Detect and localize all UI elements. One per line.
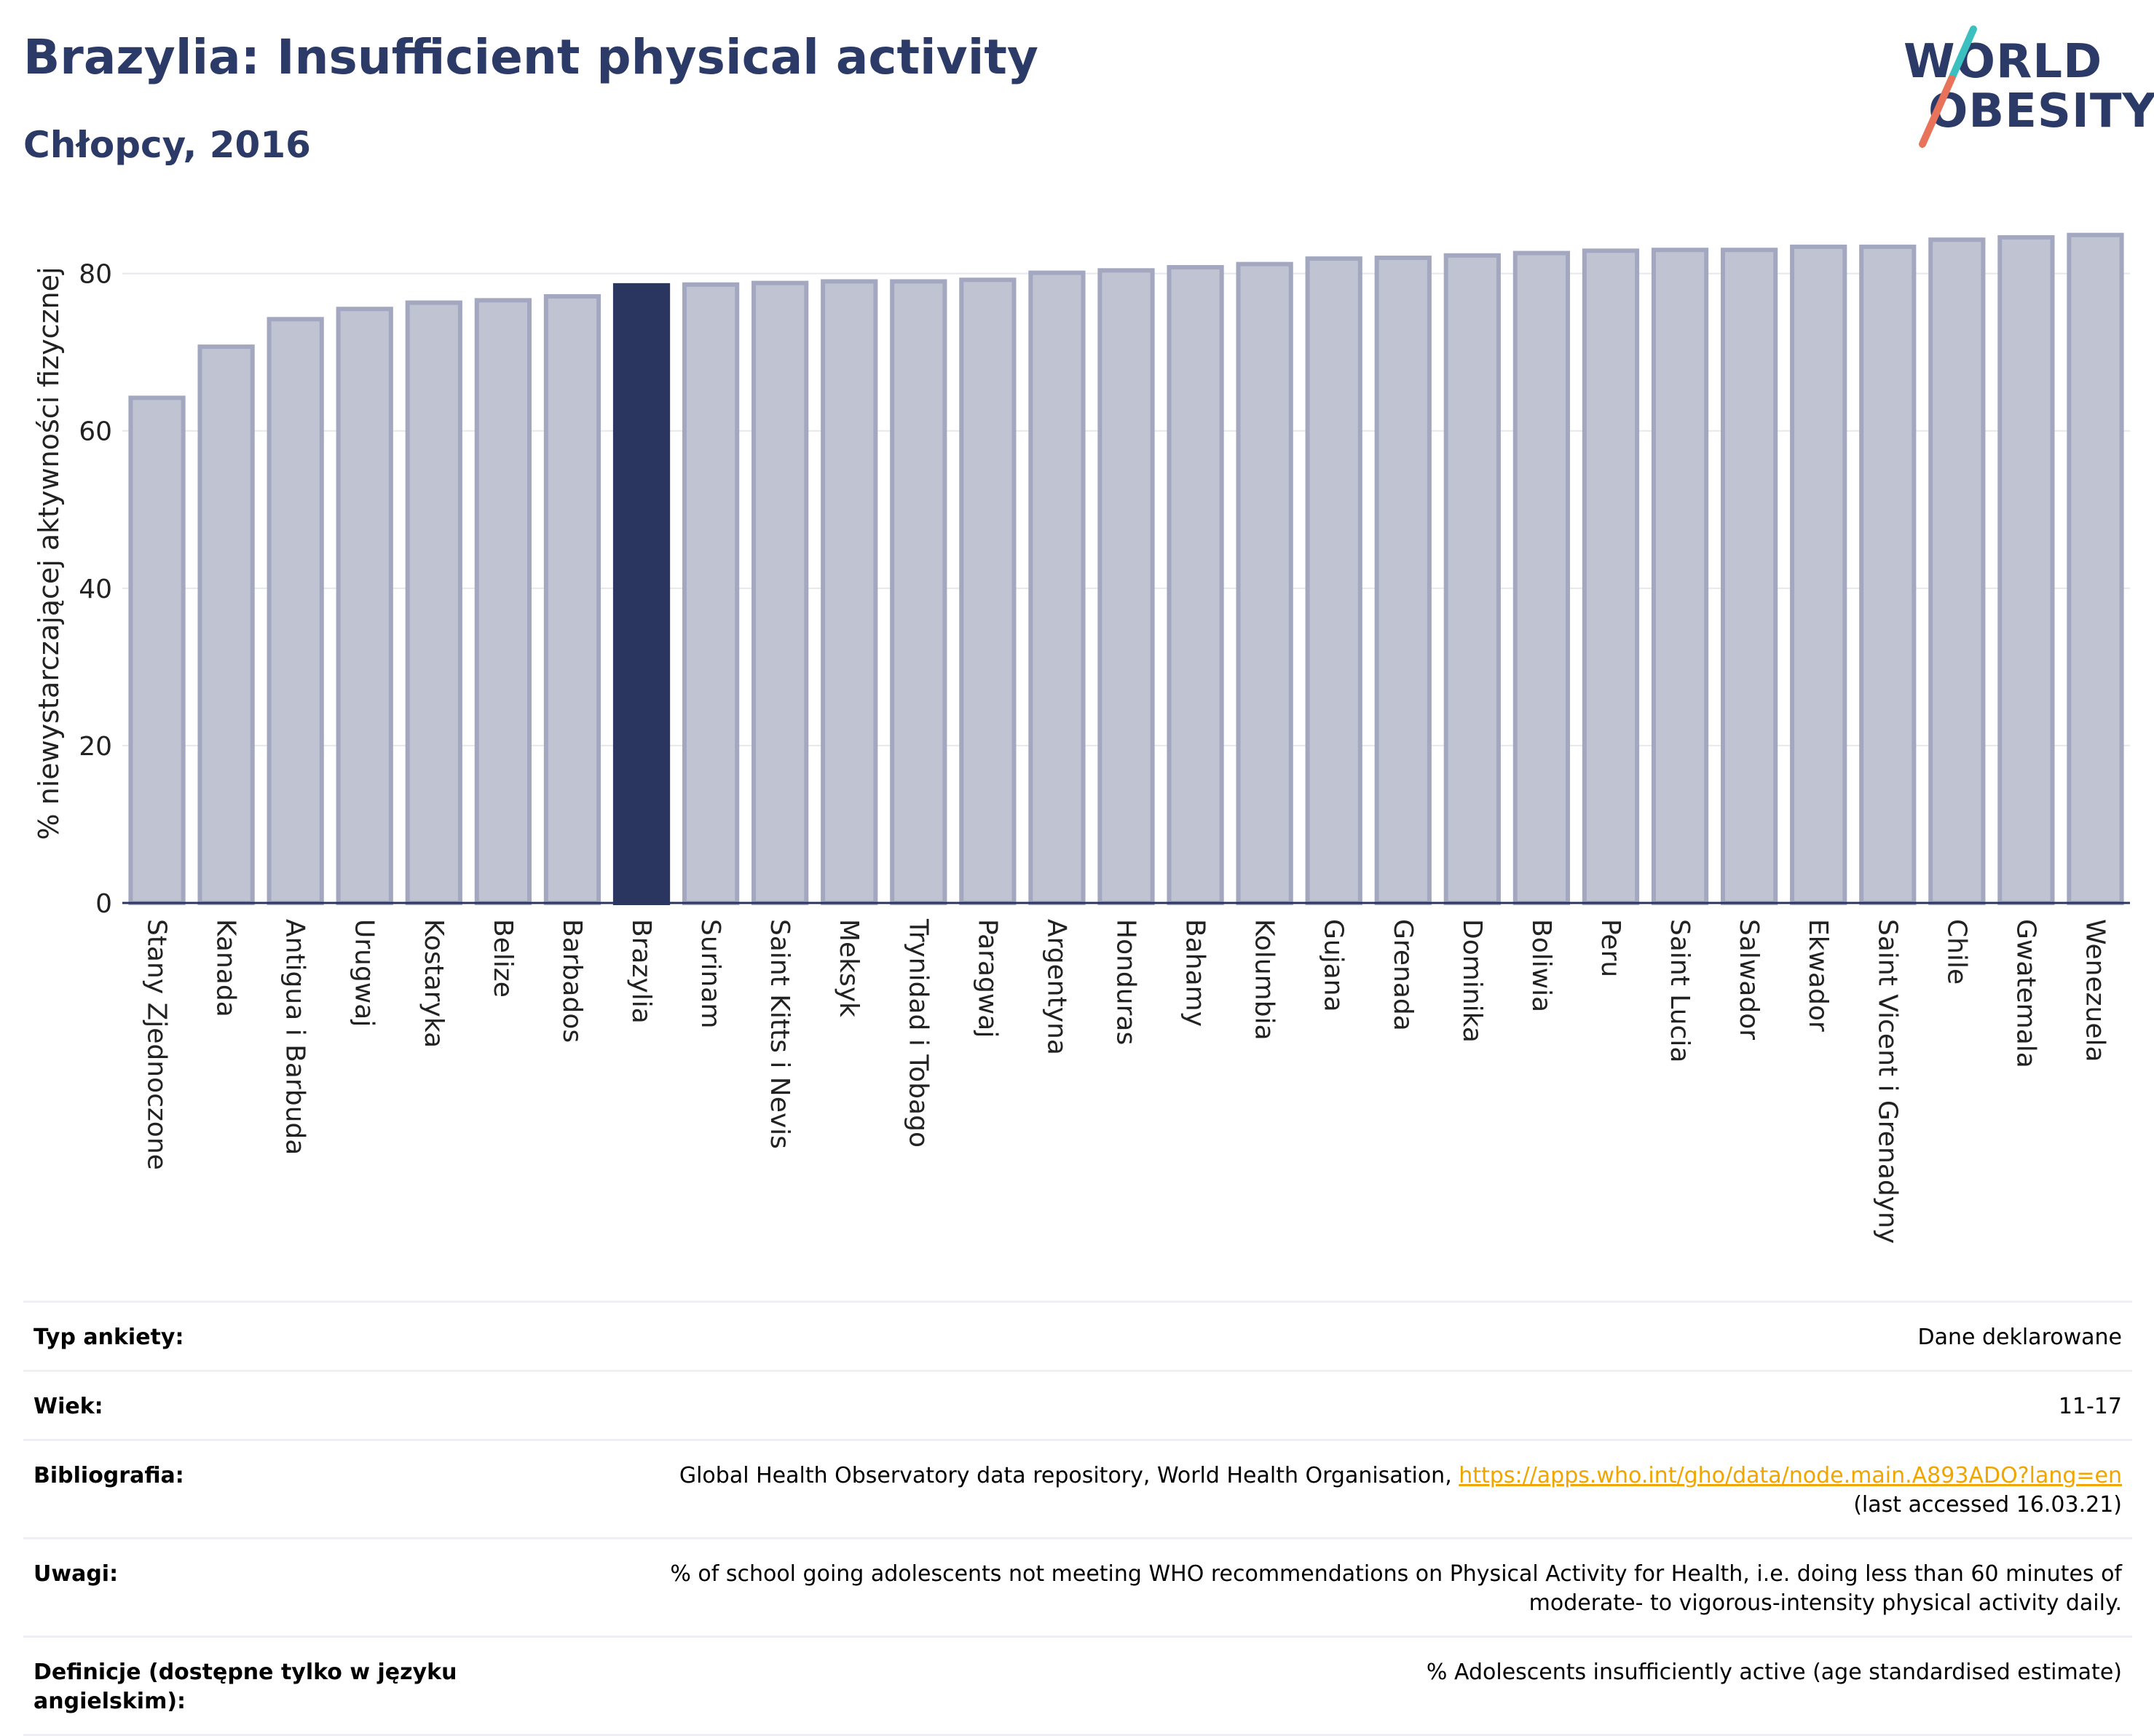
info-row-survey: Typ ankiety: Dane deklarowane <box>23 1301 2132 1370</box>
bar-grenada <box>1374 256 1432 905</box>
bibliography-accessed: (last accessed 16.03.21) <box>1853 1492 2122 1518</box>
x-category-label: Saint Lucia <box>1665 919 1695 1062</box>
x-category-label: Gujana <box>1319 919 1349 1012</box>
bibliography-label: Bibliografia: <box>33 1463 184 1488</box>
bar-gwatemala <box>1997 234 2055 905</box>
x-category-label: Grenada <box>1388 919 1418 1031</box>
x-category-label: Trynidad i Tobago <box>903 918 933 1148</box>
bar-boliwia <box>1512 250 1571 905</box>
x-category-label: Brazylia <box>626 919 656 1024</box>
x-category-label: Antigua i Barbuda <box>280 919 310 1155</box>
x-category-label: Bahamy <box>1180 919 1210 1027</box>
survey-type-label: Typ ankiety: <box>33 1325 184 1350</box>
x-category-label: Paragwaj <box>972 919 1002 1038</box>
y-tick-label: 60 <box>79 417 112 447</box>
x-category-label: Salwador <box>1734 919 1764 1040</box>
bar-saint-kitts-i-nevis <box>751 280 809 905</box>
bar-ekwador <box>1790 244 1847 905</box>
x-category-label: Meksyk <box>834 919 864 1017</box>
x-category-label: Kanada <box>211 919 241 1017</box>
x-category-label: Dominika <box>1457 919 1487 1043</box>
bars <box>128 232 2124 906</box>
logo-slash-icon <box>1919 25 1977 148</box>
bibliography-text: Global Health Observatory data repositor… <box>679 1463 1459 1488</box>
bar-stany-zjednoczone <box>128 395 186 905</box>
notes-label: Uwagi: <box>33 1561 119 1587</box>
y-tick-label: 80 <box>79 260 112 290</box>
bar-bahamy <box>1167 264 1224 905</box>
info-row-definitions: Definicje (dostępne tylko w języku angie… <box>23 1636 2132 1736</box>
y-tick-labels: 0 20 40 60 80 <box>79 260 112 919</box>
bar-chile <box>1928 237 1986 905</box>
bibliography-value: Global Health Observatory data repositor… <box>679 1461 2122 1520</box>
x-category-label: Argentyna <box>1041 919 1071 1055</box>
bar-kostaryka <box>405 300 462 905</box>
bar-saint-lucia <box>1651 248 1709 905</box>
survey-type-value: Dane deklarowane <box>1917 1325 2122 1350</box>
notes-line-1: % of school going adolescents not meetin… <box>670 1561 2122 1587</box>
info-row-notes: Uwagi: % of school going adolescents not… <box>23 1537 2132 1636</box>
bar-brazylia <box>612 283 671 906</box>
bar-argentyna <box>1028 270 1086 906</box>
bar-surinam <box>682 282 740 905</box>
bar-barbados <box>543 293 601 905</box>
chart-subtitle: Chłopcy, 2016 <box>23 124 311 166</box>
bar-belize <box>474 298 532 906</box>
bar-trynidad-i-tobago <box>890 279 947 905</box>
notes-line-2: moderate- to vigorous-intensity physical… <box>1528 1590 2122 1616</box>
info-row-age: Wiek: 11-17 <box>23 1370 2132 1439</box>
world-obesity-logo: WORLD OBESITY <box>1893 20 2154 159</box>
x-category-label: Saint Vicent i Grenadyny <box>1872 919 1902 1244</box>
bar-saint-vicent-i-grenadyny <box>1859 244 1917 905</box>
x-category-label: Peru <box>1595 919 1625 977</box>
logo-word-obesity: OBESITY <box>1928 84 2154 138</box>
chart-title: Brazylia: Insufficient physical activity <box>23 29 1038 85</box>
bar-antigua-i-barbuda <box>267 317 324 906</box>
y-tick-label: 40 <box>79 575 112 604</box>
x-category-label: Ekwador <box>1803 919 1833 1032</box>
x-category-label: Stany Zjednoczone <box>142 919 172 1170</box>
y-tick-label: 0 <box>95 889 112 919</box>
bar-chart: 0 20 40 60 80 Stany Zjednoczone Kanada Antigua… <box>33 232 2130 1244</box>
x-category-label: Chile <box>1941 919 1971 985</box>
definitions-label: Definicje (dostępne tylko w języku angie… <box>33 1660 457 1714</box>
bar-kanada <box>197 344 255 905</box>
logo-word-world: WORLD <box>1904 35 2103 89</box>
bar-kolumbia <box>1236 261 1293 905</box>
age-value: 11-17 <box>2058 1394 2122 1419</box>
x-category-labels: Stany Zjednoczone Kanada Antigua i Barbuda… <box>142 918 2110 1244</box>
info-table: Typ ankiety: Dane deklarowane Wiek: 11-1… <box>23 1301 2132 1736</box>
info-row-bibliography: Bibliografia: Global Health Observatory … <box>23 1439 2132 1537</box>
x-category-label: Urugwaj <box>350 919 379 1027</box>
x-category-label: Wenezuela <box>2080 919 2110 1062</box>
bar-gujana <box>1305 256 1362 905</box>
bar-urugwaj <box>336 307 393 905</box>
x-category-label: Honduras <box>1111 919 1141 1045</box>
bar-meksyk <box>821 279 878 905</box>
bar-salwador <box>1720 248 1778 905</box>
bar-wenezuela <box>2067 232 2124 906</box>
bar-honduras <box>1097 268 1155 905</box>
age-label: Wiek: <box>33 1394 103 1419</box>
y-tick-label: 20 <box>79 732 112 762</box>
x-category-label: Boliwia <box>1526 919 1556 1012</box>
x-category-label: Barbados <box>557 919 587 1043</box>
bar-peru <box>1582 248 1640 906</box>
y-axis-label: % niewystarczającej aktywności fizycznej <box>33 267 65 840</box>
notes-value: % of school going adolescents not meetin… <box>670 1560 2122 1618</box>
x-category-label: Belize <box>488 919 518 998</box>
x-category-label: Kolumbia <box>1250 919 1279 1041</box>
bar-dominika <box>1443 253 1501 905</box>
x-category-label: Kostaryka <box>419 919 449 1048</box>
x-category-label: Saint Kitts i Nevis <box>765 919 794 1149</box>
bar-paragwaj <box>959 277 1017 905</box>
bibliography-link[interactable]: https://apps.who.int/gho/data/node.main.… <box>1459 1463 2122 1488</box>
x-category-label: Gwatemala <box>2011 919 2040 1068</box>
x-category-label: Surinam <box>695 919 725 1028</box>
definitions-value: % Adolescents insufficiently active (age… <box>1426 1660 2122 1685</box>
